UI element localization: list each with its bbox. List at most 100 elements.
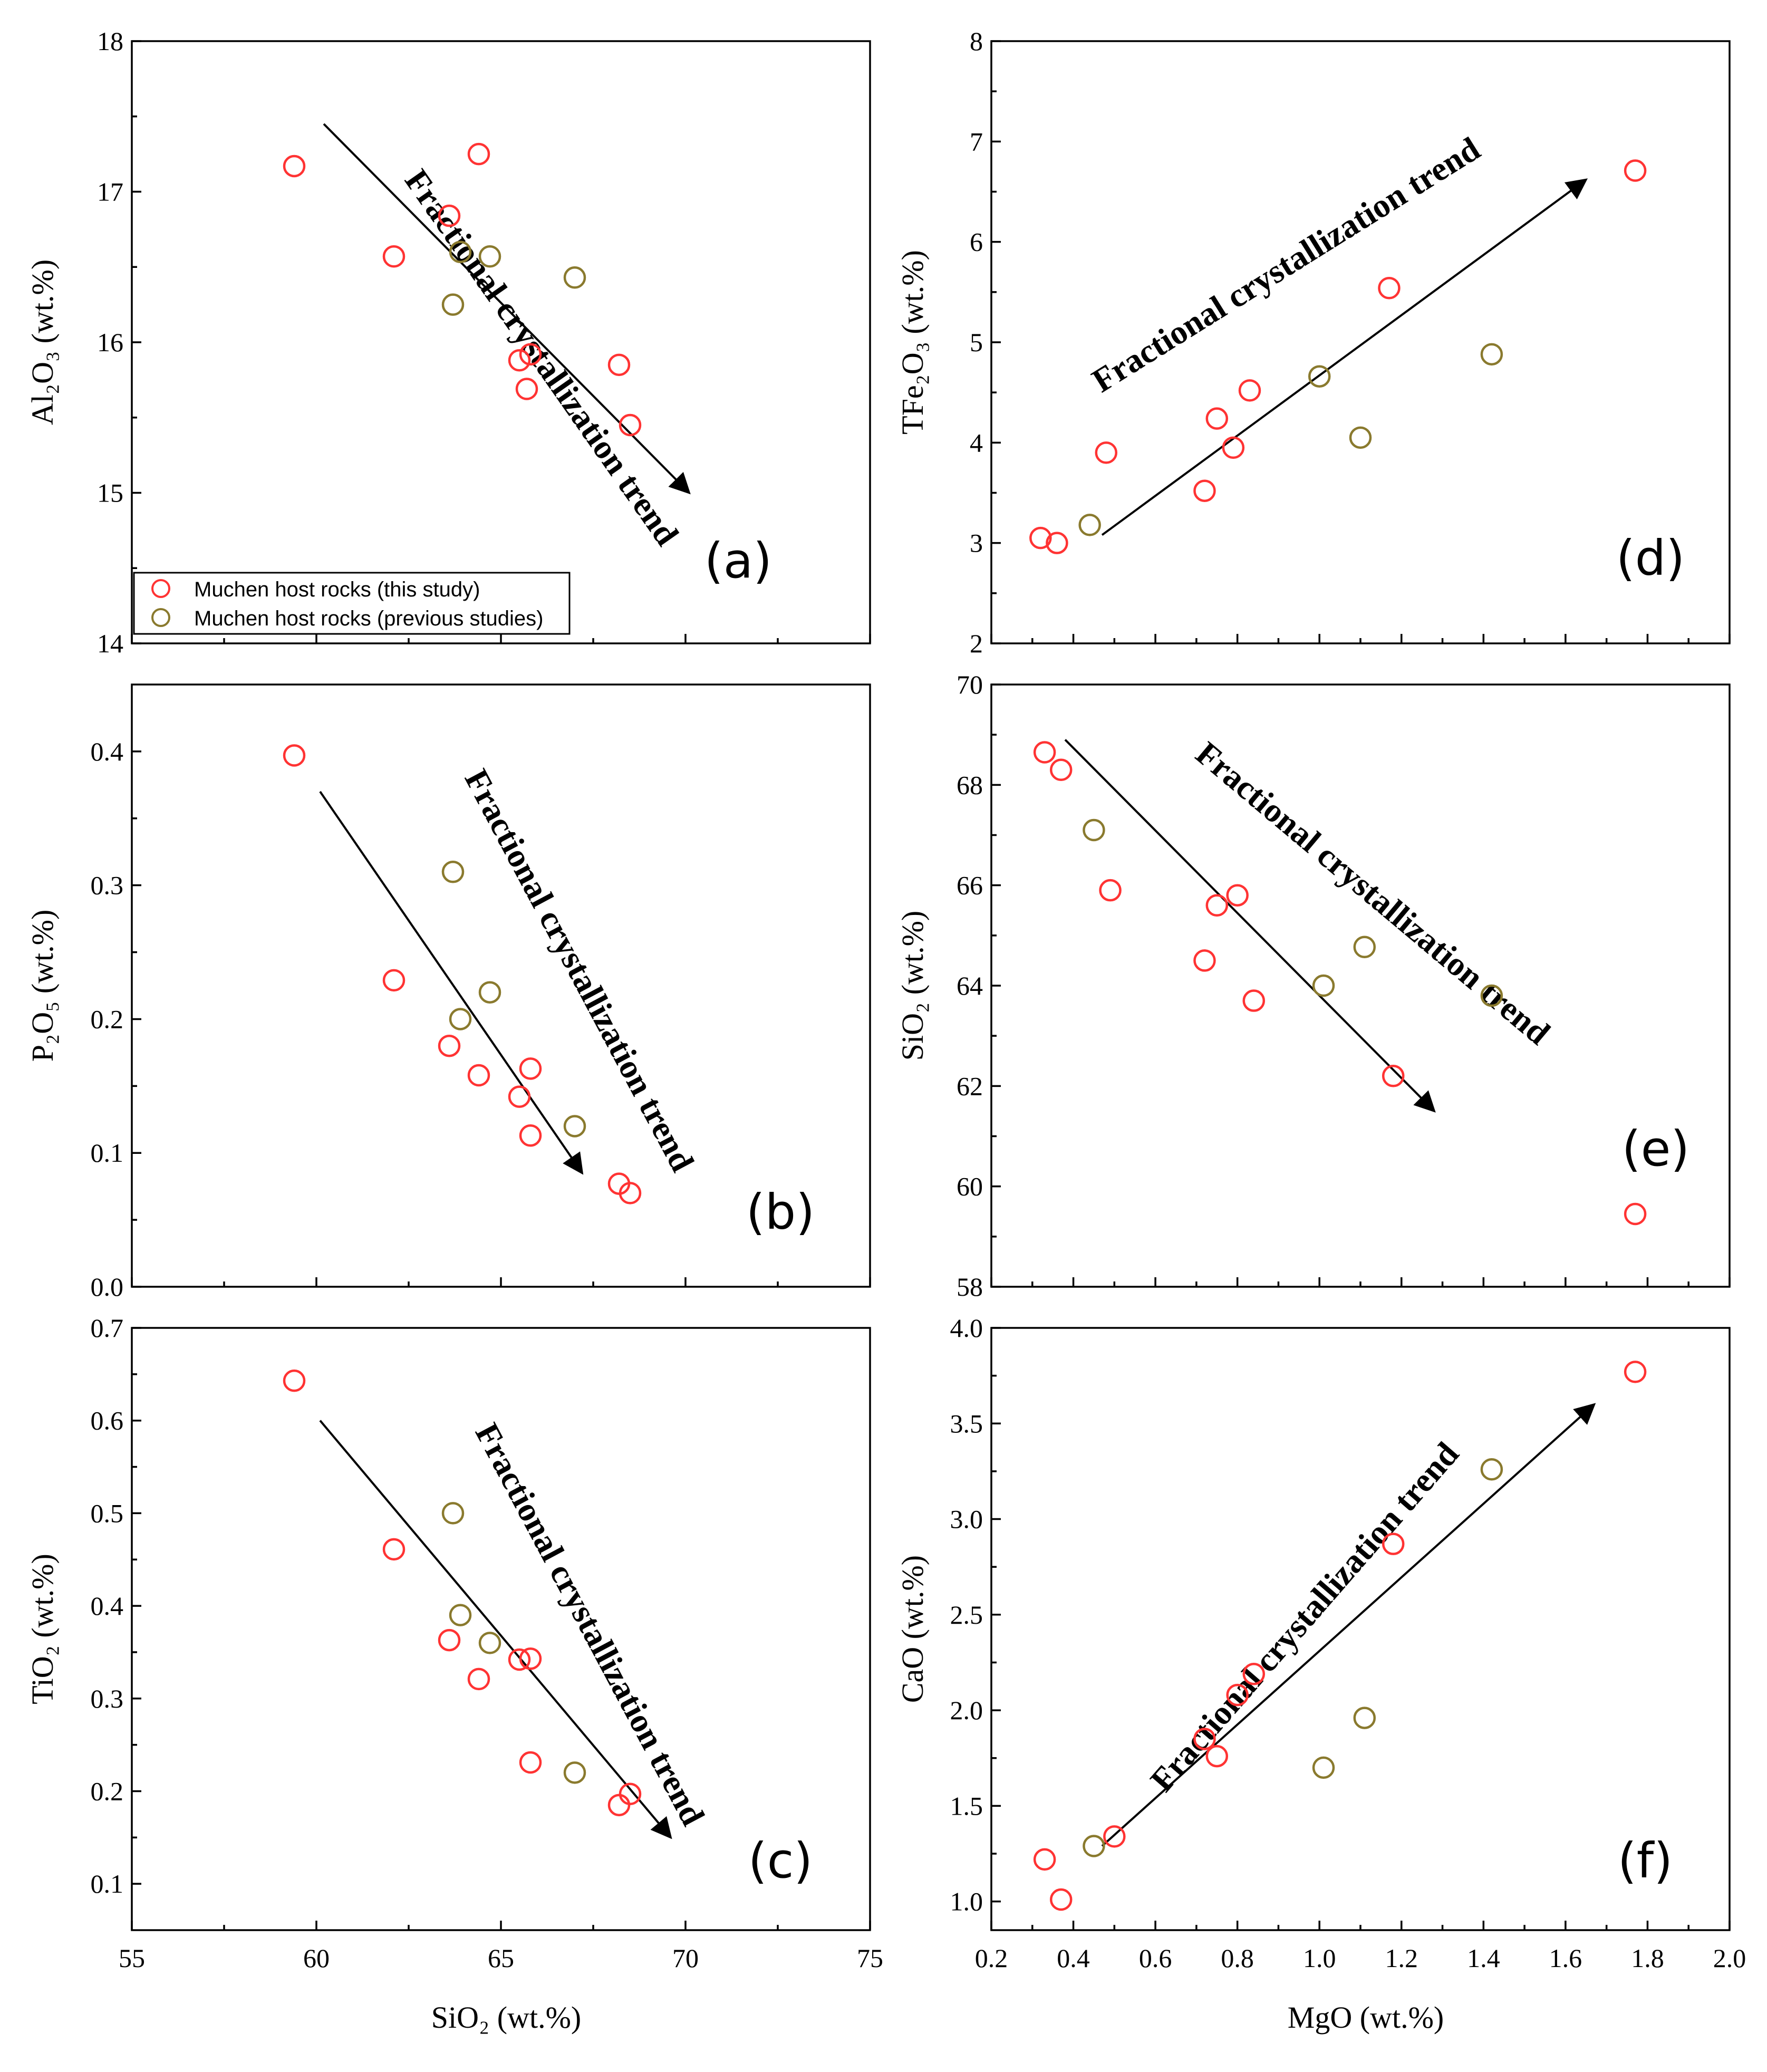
point-this-study	[382, 245, 405, 268]
point-this-study	[467, 142, 490, 166]
trend-label: Fractional crystallization trend	[468, 1417, 712, 1832]
point-previous-studies	[441, 861, 465, 883]
y-tick-label: 17	[97, 177, 123, 207]
x-tick-label: 1.8	[1631, 1943, 1664, 1973]
y-tick-label: 0.7	[91, 1313, 124, 1343]
y-tick-label: 4	[970, 428, 983, 457]
y-tick-label: 14	[97, 629, 123, 658]
y-tick-label: 60	[957, 1172, 983, 1201]
y-axis-title: TFe₂O₃ (wt.%)	[895, 250, 930, 435]
point-previous-studies	[478, 981, 501, 1004]
y-tick-label: 66	[957, 871, 983, 900]
legend-frame	[133, 572, 571, 635]
point-previous-studies	[563, 1761, 586, 1784]
y-tick-label: 7	[970, 127, 983, 156]
point-this-study	[1049, 1888, 1073, 1911]
y-axis-title: Al₂O₃ (wt.%)	[25, 259, 60, 425]
point-this-study	[519, 343, 542, 366]
y-tick-label: 0.3	[91, 871, 124, 900]
x-tick-label: 0.6	[1139, 1943, 1172, 1973]
point-previous-studies	[1349, 426, 1372, 449]
point-this-study	[467, 1064, 490, 1087]
x-tick-label: 1.2	[1385, 1943, 1418, 1973]
trend-label: Fractional crystallization trend	[1086, 130, 1486, 400]
point-this-study	[283, 155, 306, 178]
point-this-study	[438, 204, 461, 227]
point-previous-studies	[1480, 1458, 1503, 1481]
x-tick-label: 60	[303, 1943, 330, 1973]
y-axis-title: P₂O₅ (wt.%)	[25, 910, 60, 1062]
point-this-study	[1033, 1848, 1056, 1871]
x-tick-label: 65	[488, 1943, 514, 1973]
y-tick-label: 4.0	[950, 1313, 983, 1343]
y-tick-label: 15	[97, 478, 123, 508]
y-tick-label: 8	[970, 26, 983, 56]
point-previous-studies	[441, 1502, 465, 1525]
point-this-study	[607, 1794, 631, 1817]
point-this-study	[1205, 1745, 1229, 1768]
point-previous-studies	[449, 1604, 472, 1626]
point-previous-studies	[1353, 1707, 1376, 1729]
point-this-study	[1046, 532, 1068, 554]
y-axis-title: TiO₂ (wt.%)	[25, 1554, 60, 1704]
y-tick-label: 1.5	[950, 1791, 983, 1820]
legend-marker-previous	[151, 608, 170, 627]
point-this-study	[467, 1668, 490, 1691]
point-this-study	[1205, 894, 1229, 917]
x-tick-label: 0.8	[1221, 1943, 1254, 1973]
point-this-study	[1382, 1065, 1405, 1087]
x-tick-label: 70	[672, 1943, 699, 1973]
point-this-study	[619, 1182, 642, 1204]
point-previous-studies	[478, 245, 501, 268]
panel-label: (a)	[704, 533, 772, 589]
panel-d: 2 3 4 5 6 7 8 TFe₂O₃ (wt.%) Fractional crystalli…	[895, 26, 1731, 658]
point-this-study	[508, 1085, 531, 1108]
point-this-study	[1226, 884, 1249, 907]
x-axis-title: MgO (wt.%)	[1288, 2000, 1444, 2035]
panel-b: 0.0 0.1 0.2 0.3 0.4 P₂O₅ (wt.%) Fractional cry…	[25, 683, 871, 1302]
y-tick-label: 0.4	[91, 737, 124, 766]
panel-label: (d)	[1616, 530, 1685, 586]
trend-arrow	[1064, 739, 1436, 1113]
point-previous-studies	[1312, 1756, 1335, 1779]
point-this-study	[1049, 758, 1073, 782]
point-previous-studies	[1480, 343, 1503, 366]
point-this-study	[1624, 159, 1647, 182]
point-this-study	[1242, 1662, 1266, 1685]
point-this-study	[1103, 1825, 1126, 1848]
y-tick-label: 0.1	[91, 1869, 124, 1898]
panel-f: 1.0 1.5 2.0 2.5 3.0 3.5 4.0 0.2 0.4 0.6 0.8 1.0 1.2 1…	[895, 1313, 1746, 2035]
point-previous-studies	[1353, 936, 1376, 958]
point-this-study	[1378, 276, 1401, 300]
point-this-study	[1205, 407, 1229, 430]
legend-marker-this-study	[151, 579, 170, 598]
point-this-study	[508, 349, 531, 372]
point-this-study	[1624, 1202, 1647, 1226]
point-this-study	[1193, 949, 1216, 972]
point-this-study	[515, 378, 538, 400]
point-previous-studies	[563, 1115, 586, 1138]
trend-arrow	[319, 791, 584, 1175]
point-this-study	[1238, 379, 1261, 402]
y-tick-label: 0.2	[91, 1776, 124, 1806]
point-previous-studies	[1480, 984, 1503, 1007]
x-tick-label: 1.4	[1467, 1943, 1500, 1973]
point-this-study	[1099, 879, 1122, 902]
point-previous-studies	[449, 240, 472, 263]
point-this-study	[283, 744, 306, 767]
x-tick-label: 0.4	[1057, 1943, 1090, 1973]
y-tick-label: 0.5	[91, 1498, 124, 1528]
point-this-study	[607, 353, 631, 377]
point-this-study	[519, 1057, 542, 1080]
x-tick-label: 2.0	[1713, 1943, 1746, 1973]
y-tick-label: 0.2	[91, 1004, 124, 1034]
point-previous-studies	[449, 1008, 472, 1030]
y-tick-label: 0.0	[91, 1272, 124, 1302]
trend-arrow	[319, 1420, 672, 1839]
point-previous-studies	[441, 293, 465, 316]
panel-label: (f)	[1618, 1833, 1673, 1889]
point-this-study	[1193, 1728, 1216, 1750]
